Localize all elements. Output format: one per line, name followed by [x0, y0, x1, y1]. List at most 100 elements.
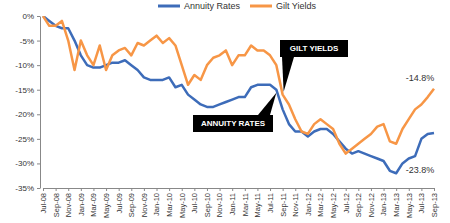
tick-label: Jan-09 — [77, 193, 86, 216]
y-tick: 0% — [22, 12, 40, 21]
tick-label: -5% — [20, 37, 34, 46]
tick-mark — [283, 188, 284, 191]
tick-label: May-09 — [102, 193, 111, 218]
x-tick: May-11 — [253, 188, 262, 217]
tick-mark — [270, 188, 271, 191]
tick-mark — [320, 188, 321, 191]
callout: GILT YIELDS — [280, 40, 348, 92]
x-tick: Jul-08 — [39, 188, 48, 213]
tick-mark — [396, 188, 397, 191]
tick-mark — [194, 188, 195, 191]
series-line — [43, 16, 434, 154]
tick-label: -20% — [15, 110, 34, 119]
tick-label: Sep-09 — [127, 193, 136, 217]
tick-mark — [384, 188, 385, 191]
callout: ANNUITY RATES — [193, 93, 276, 132]
y-tick: -30% — [15, 159, 40, 168]
tick-label: Jul-09 — [115, 193, 124, 213]
tick-label: Sep-10 — [203, 193, 212, 217]
tick-mark — [37, 65, 40, 66]
x-tick: Mar-13 — [392, 188, 401, 217]
tick-label: Jul-08 — [39, 193, 48, 213]
tick-mark — [295, 188, 296, 191]
tick-label: -35% — [15, 184, 34, 193]
tick-label: -15% — [15, 86, 34, 95]
x-tick: Mar-12 — [316, 188, 325, 217]
tick-label: Nov-12 — [367, 193, 376, 217]
chart: 0% -5% -10% -15% -20% -25% -30% -35% Jul-08 Sep-0… — [0, 0, 450, 223]
x-tick: Sep-10 — [203, 188, 212, 217]
x-tick: Nov-12 — [367, 188, 376, 217]
tick-label: Mar-10 — [165, 193, 174, 217]
tick-mark — [421, 188, 422, 191]
x-tick: Sep-12 — [354, 188, 363, 217]
tick-mark — [144, 188, 145, 191]
tick-label: Jul-10 — [190, 193, 199, 213]
tick-mark — [81, 188, 82, 191]
annotation: ANNUITY RATES — [201, 119, 266, 128]
tick-mark — [43, 188, 44, 191]
x-tick: Nov-10 — [215, 188, 224, 217]
y-tick: -10% — [15, 61, 40, 70]
tick-mark — [409, 188, 410, 191]
x-tick: May-12 — [329, 188, 338, 218]
x-tick: Jul-13 — [417, 188, 426, 213]
tick-label: -30% — [15, 159, 34, 168]
x-tick: May-10 — [178, 188, 187, 218]
tick-label: Nov-08 — [64, 193, 73, 217]
tick-mark — [56, 188, 57, 191]
tick-label: Mar-11 — [241, 193, 250, 216]
tick-mark — [371, 188, 372, 191]
x-tick: May-13 — [405, 188, 414, 218]
tick-mark — [169, 188, 170, 191]
series-line — [43, 16, 434, 173]
x-tick: Jan-09 — [77, 188, 86, 216]
x-tick: Nov-09 — [140, 188, 149, 217]
tick-mark — [157, 188, 158, 191]
tick-label: Mar-12 — [316, 193, 325, 217]
tick-label: Jul-12 — [342, 193, 351, 213]
tick-label: Sep-12 — [354, 193, 363, 217]
x-tick: Sep-11 — [279, 188, 288, 217]
tick-mark — [37, 163, 40, 164]
tick-mark — [68, 188, 69, 191]
tick-mark — [131, 188, 132, 191]
tick-label: May-10 — [178, 193, 187, 218]
legend-swatch — [250, 5, 272, 8]
tick-mark — [358, 188, 359, 191]
tick-mark — [37, 188, 40, 189]
callout-pointer — [282, 57, 294, 92]
y-tick: -15% — [15, 86, 40, 95]
tick-label: Mar-09 — [89, 193, 98, 217]
x-tick: Nov-11 — [291, 188, 300, 217]
tick-mark — [37, 16, 40, 17]
tick-mark — [333, 188, 334, 191]
tick-mark — [257, 188, 258, 191]
tick-mark — [245, 188, 246, 191]
callout-pointer — [258, 93, 276, 115]
y-tick: -5% — [20, 37, 40, 46]
x-tick: Mar-09 — [89, 188, 98, 217]
annotation: GILT YIELDS — [290, 44, 339, 53]
y-axis: 0% -5% -10% -15% -20% -25% -30% -35% — [15, 12, 40, 193]
tick-label: May-13 — [405, 193, 414, 218]
axis-line — [44, 188, 435, 189]
y-tick: -20% — [15, 110, 40, 119]
tick-label: Jan-13 — [379, 193, 388, 216]
callout-box — [280, 40, 348, 57]
x-tick: Jan-10 — [152, 188, 161, 216]
tick-mark — [37, 139, 40, 140]
legend: Annuity RatesGilt Yields — [158, 1, 317, 11]
x-tick: Mar-11 — [241, 188, 250, 216]
tick-label: -25% — [15, 135, 34, 144]
tick-label: Jul-13 — [417, 193, 426, 213]
tick-label: -10% — [15, 61, 34, 70]
x-tick: Jan-12 — [304, 188, 313, 216]
x-tick: Sep-08 — [52, 188, 61, 217]
end-label: -14.8% — [406, 73, 435, 83]
x-tick: Jul-10 — [190, 188, 199, 213]
tick-mark — [37, 90, 40, 91]
x-tick: Jul-12 — [342, 188, 351, 213]
y-tick: -35% — [15, 184, 40, 193]
tick-mark — [207, 188, 208, 191]
